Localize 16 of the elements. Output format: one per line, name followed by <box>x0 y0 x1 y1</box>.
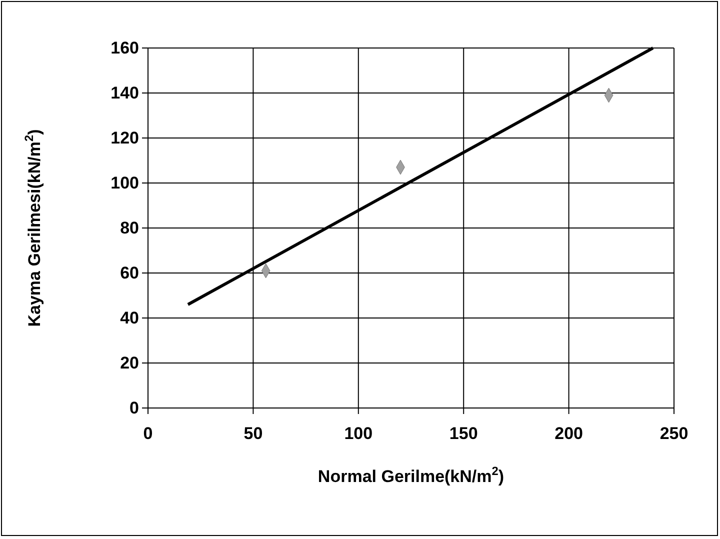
y-tick-label: 160 <box>110 38 139 58</box>
y-tick-label: 80 <box>120 218 139 238</box>
y-tick-label: 100 <box>110 173 139 192</box>
y-tick-label: 40 <box>120 308 139 328</box>
y-tick-label: 20 <box>120 353 139 372</box>
x-tick-label: 200 <box>554 424 583 444</box>
x-tick-label: 50 <box>244 424 263 444</box>
x-tick-label: 100 <box>344 424 373 444</box>
y-tick-label: 140 <box>110 83 139 102</box>
y-tick-label: 0 <box>130 398 139 418</box>
y-tick-label: 60 <box>120 263 139 282</box>
x-tick-label: 150 <box>449 424 478 444</box>
y-tick-label: 120 <box>110 128 139 148</box>
x-tick-label: 0 <box>143 424 153 444</box>
x-tick-label: 250 <box>660 424 688 444</box>
x-axis-title: Normal Gerilme(kN/m$^{2}$) <box>318 464 504 486</box>
